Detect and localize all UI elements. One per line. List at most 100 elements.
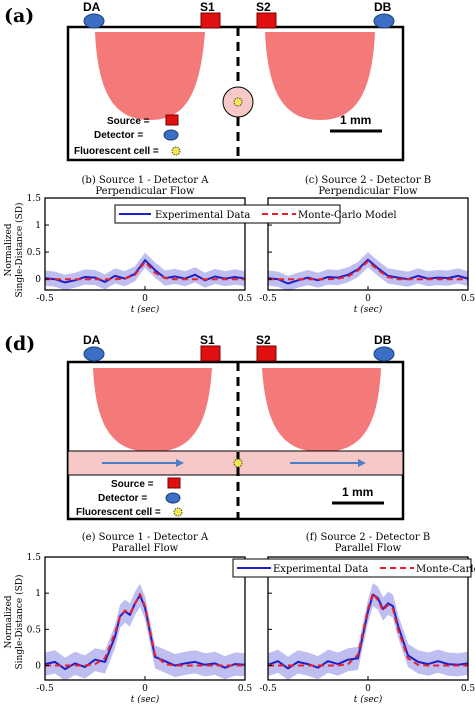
detector-b-label: DB — [374, 333, 392, 347]
legend-bottom: Experimental Data Monte-Carlo Model — [232, 558, 475, 578]
fluorescent-cell-icon — [233, 97, 243, 107]
detector-a-icon — [83, 346, 105, 362]
chart-titles: (b) Source 1 - Detector A Perpendicular … — [82, 175, 432, 554]
y-tick-label: 1.5 — [27, 194, 42, 204]
monte-carlo-model-line — [268, 592, 468, 667]
detector-b-label: DB — [374, 0, 392, 14]
x-tick-label: 0 — [365, 294, 371, 304]
legend-detector-label: Detector = — [94, 130, 143, 141]
x-tick-label: 0 — [365, 684, 371, 694]
panel-d-label: (d) — [4, 333, 35, 355]
chart-b-subtitle: Perpendicular Flow — [95, 186, 195, 197]
x-tick-label: 0.5 — [238, 294, 253, 304]
chart-e: -0.5 0 0.5t (sec)00.511.5 — [27, 553, 253, 705]
detector-a-icon — [83, 13, 105, 29]
experimental-error-band — [268, 583, 468, 680]
detector-a-label: DA — [83, 0, 101, 14]
source-2-icon — [256, 345, 277, 362]
legend-detector-icon — [163, 129, 179, 141]
monte-carlo-model-line — [268, 260, 468, 281]
detector-b-icon — [373, 13, 395, 29]
x-axis-label: t (sec) — [131, 694, 160, 705]
flow-arrowhead-left — [176, 459, 184, 467]
y-axis-label-top-line1: Normalized — [4, 223, 14, 276]
x-tick-label: -0.5 — [36, 684, 54, 694]
legend-cell-icon — [173, 507, 183, 517]
panel-a-label: (a) — [4, 5, 34, 27]
photon-path-lobe-right — [262, 368, 381, 452]
y-axis-labels: Normalized Single-Distance (SD) Normaliz… — [4, 203, 25, 670]
chart-f-title: (f) Source 2 - Detector B — [306, 532, 430, 543]
y-tick-label: 1 — [35, 221, 41, 231]
legend-box — [114, 204, 341, 224]
flow-arrowhead-right — [358, 459, 366, 467]
x-tick-label: 0.5 — [461, 294, 475, 304]
x-axis-label: t (sec) — [131, 304, 160, 315]
source-1-label: S1 — [200, 333, 215, 347]
x-tick-label: -0.5 — [36, 294, 54, 304]
legend-source-icon — [167, 477, 181, 489]
x-tick-label: 0.5 — [238, 684, 253, 694]
legend-cell-icon — [171, 146, 181, 156]
source-2-icon — [256, 12, 277, 29]
legend-model-label: Monte-Carlo Model — [416, 564, 475, 575]
y-tick-label: 0 — [35, 275, 41, 285]
monte-carlo-model-line — [45, 260, 245, 281]
y-axis-label-bottom-line2: Single-Distance (SD) — [14, 575, 25, 670]
experimental-error-band — [45, 583, 245, 681]
detector-a-label: DA — [83, 333, 101, 347]
chart-f-subtitle: Parallel Flow — [335, 543, 402, 554]
x-axis-label: t (sec) — [354, 304, 383, 315]
detector-b-icon — [373, 346, 395, 362]
y-axis-label-top-line2: Single-Distance (SD) — [14, 203, 25, 298]
source-1-icon — [200, 12, 221, 29]
x-tick-label: 0 — [142, 294, 148, 304]
chart-e-subtitle: Parallel Flow — [112, 543, 179, 554]
x-tick-label: 0 — [142, 684, 148, 694]
chart-b-title: (b) Source 1 - Detector A — [82, 175, 210, 186]
chart-c: -0.5 0 0.5 t (sec) — [259, 197, 475, 315]
photon-path-lobe-right — [265, 32, 375, 120]
x-tick-label: -0.5 — [259, 684, 277, 694]
source-2-label: S2 — [256, 0, 271, 14]
legend-detector-label: Detector = — [98, 493, 147, 504]
legend-cell-label: Fluorescent cell = — [74, 146, 159, 157]
panel-a-schematic: (a) DA DB S1 S2 Source = Detector = Fluo… — [4, 0, 405, 162]
y-tick-label: 0.5 — [27, 248, 42, 258]
scale-bar-label: 1 mm — [340, 113, 371, 127]
legend-detector-icon — [165, 492, 181, 504]
chart-f: -0.5 0 0.5 t (sec) — [259, 556, 475, 705]
chart-e-title: (e) Source 1 - Detector A — [82, 532, 209, 543]
legend-experimental-label: Experimental Data — [273, 564, 368, 575]
y-axis-label-bottom-line1: Normalized — [4, 595, 14, 648]
legend-source-label: Source = — [107, 116, 150, 127]
legend-source-label: Source = — [111, 479, 154, 490]
photon-path-lobe-left — [93, 368, 212, 452]
x-tick-label: 0.5 — [461, 684, 475, 694]
y-tick-label: 1 — [35, 589, 41, 599]
y-tick-label: 0 — [35, 662, 41, 672]
source-1-label: S1 — [200, 0, 215, 14]
charts-layer: -0.5 0 0.5t (sec)00.511.5-0.5 0 0.5t (sec)-0… — [27, 194, 475, 705]
x-tick-label: -0.5 — [259, 294, 277, 304]
legend-box — [232, 558, 472, 578]
y-tick-label: 1.5 — [27, 553, 42, 563]
x-axis-label: t (sec) — [354, 694, 383, 705]
legend-experimental-label: Experimental Data — [155, 210, 250, 221]
y-tick-label: 0.5 — [27, 625, 42, 635]
legend-model-label: Monte-Carlo Model — [298, 210, 397, 221]
legend-cell-label: Fluorescent cell = — [76, 507, 161, 518]
experimental-error-band — [45, 252, 245, 290]
fluorescent-cell-icon — [233, 458, 243, 468]
source-1-icon — [200, 345, 221, 362]
chart-b: -0.5 0 0.5t (sec)00.511.5 — [27, 194, 253, 315]
source-2-label: S2 — [256, 333, 271, 347]
panel-d-schematic: (d) DA DB S1 S2 Source = Detector = Fluo… — [4, 333, 405, 521]
scale-bar-label: 1 mm — [342, 485, 373, 499]
chart-c-subtitle: Perpendicular Flow — [318, 186, 418, 197]
photon-path-lobe-left — [95, 32, 205, 120]
chart-c-title: (c) Source 2 - Detector B — [305, 175, 431, 186]
legend-top: Experimental Data Monte-Carlo Model — [114, 204, 397, 224]
experimental-error-band — [268, 252, 468, 292]
